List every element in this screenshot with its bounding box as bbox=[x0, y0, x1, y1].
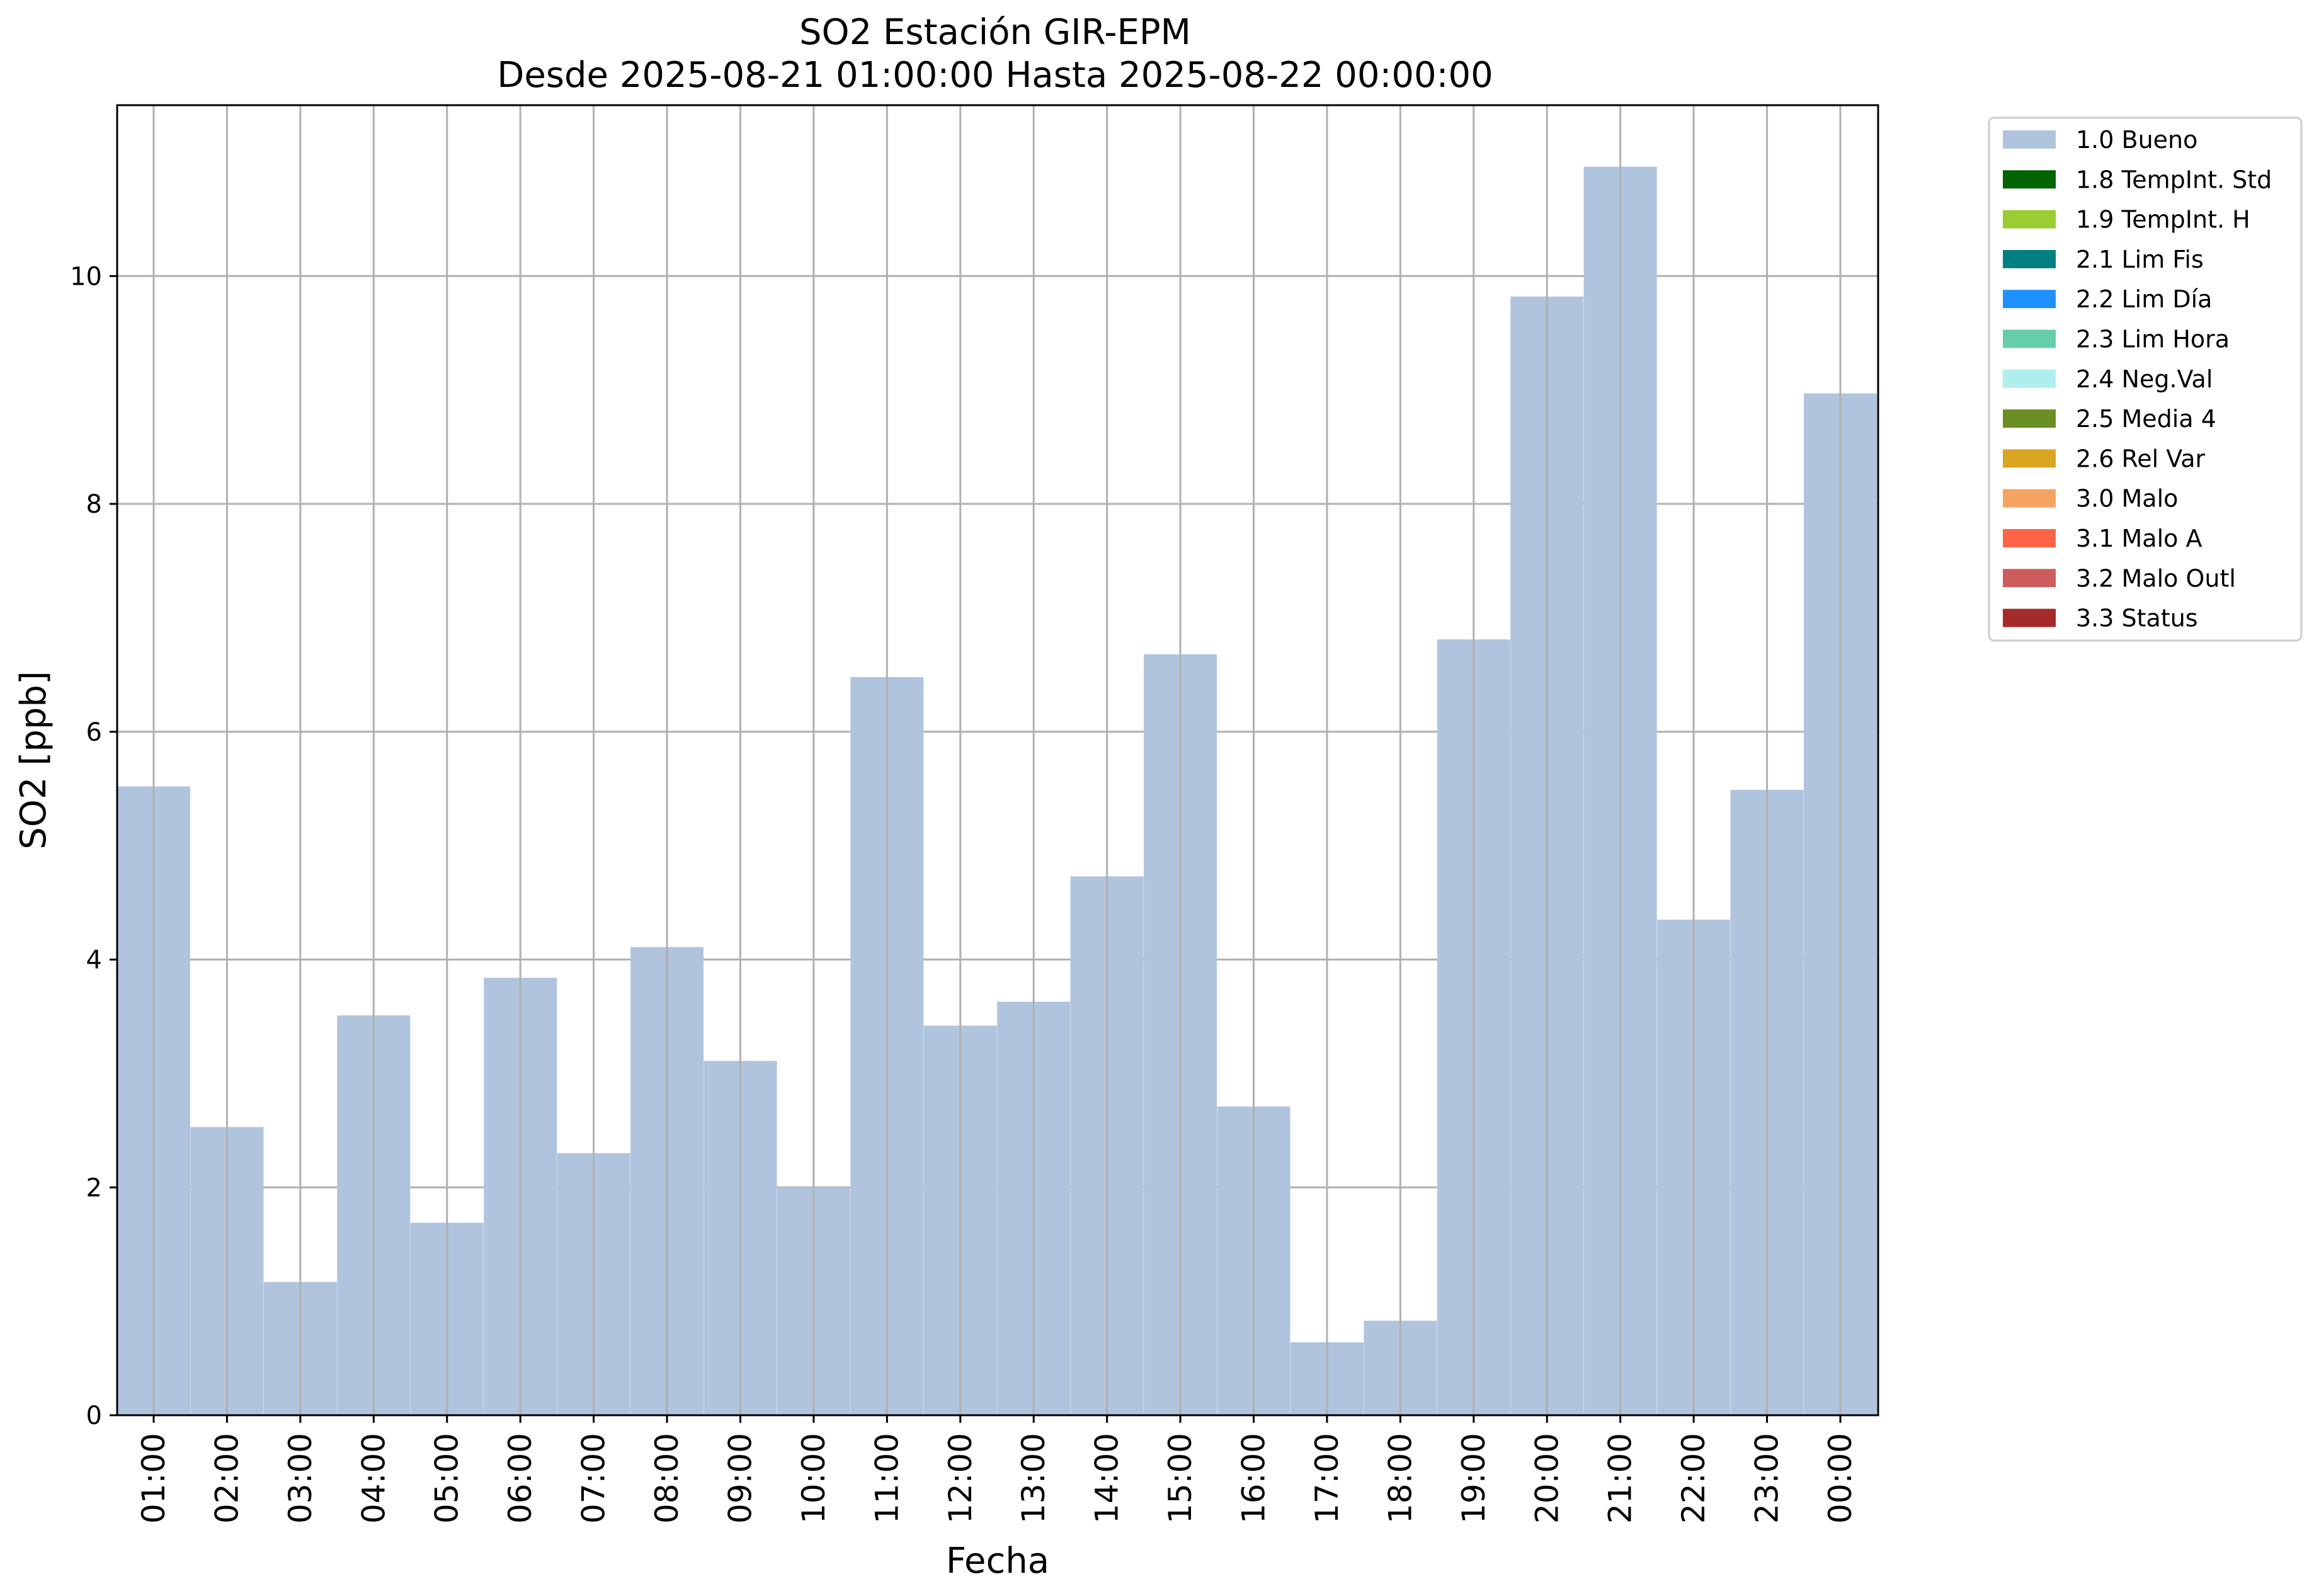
legend-entry-label: 2.1 Lim Fis bbox=[2076, 246, 2204, 273]
legend-swatch bbox=[2003, 608, 2056, 627]
x-tick-label: 08:00 bbox=[649, 1433, 685, 1524]
legend-swatch bbox=[2003, 529, 2056, 547]
x-tick-label: 01:00 bbox=[135, 1433, 172, 1524]
legend-entry-label: 2.3 Lim Hora bbox=[2076, 326, 2230, 353]
x-tick-label: 06:00 bbox=[502, 1433, 538, 1524]
x-tick-label: 03:00 bbox=[282, 1433, 319, 1524]
legend-frame bbox=[1988, 117, 2303, 642]
legend-swatch bbox=[2003, 170, 2056, 189]
legend: 1.0 Bueno 1.8 TempInt. Std 1.9 TempInt. H 2… bbox=[1988, 117, 2303, 642]
x-tick-label: 20:00 bbox=[1529, 1433, 1565, 1524]
x-tick-label: 13:00 bbox=[1015, 1433, 1052, 1524]
legend-swatch bbox=[2003, 329, 2056, 348]
x-tick-label: 17:00 bbox=[1309, 1433, 1345, 1524]
x-tick-label: 21:00 bbox=[1602, 1433, 1639, 1524]
legend-entry-label: 1.8 TempInt. Std bbox=[2076, 166, 2272, 193]
legend-swatch bbox=[2003, 489, 2056, 508]
x-tick-label: 07:00 bbox=[576, 1433, 612, 1524]
y-tick-label: 8 bbox=[86, 490, 102, 519]
y-tick-label: 0 bbox=[86, 1401, 102, 1430]
x-axis-label: Fecha bbox=[946, 1541, 1049, 1582]
chart-subtitle: Desde 2025-08-21 01:00:00 Hasta 2025-08-… bbox=[497, 55, 1493, 96]
y-tick-label: 2 bbox=[86, 1173, 102, 1202]
legend-entry-label: 1.0 Bueno bbox=[2076, 126, 2197, 154]
x-tick-label: 11:00 bbox=[869, 1433, 905, 1524]
legend-entry-label: 3.0 Malo bbox=[2076, 485, 2178, 513]
x-tick-label: 04:00 bbox=[355, 1433, 392, 1524]
y-axis-ticks: 0 2 4 6 8 10 bbox=[70, 262, 117, 1430]
x-tick-label: 14:00 bbox=[1089, 1433, 1125, 1524]
x-tick-label: 19:00 bbox=[1456, 1433, 1492, 1524]
y-tick-label: 6 bbox=[86, 718, 102, 747]
x-tick-label: 15:00 bbox=[1162, 1433, 1199, 1524]
legend-swatch bbox=[2003, 210, 2056, 229]
x-tick-label: 10:00 bbox=[795, 1433, 832, 1524]
x-tick-label: 02:00 bbox=[208, 1433, 245, 1524]
x-axis-ticks: 01:00 02:00 03:00 04:00 05:00 06:00 07:00 08:00… bbox=[135, 1415, 1859, 1524]
legend-swatch bbox=[2003, 569, 2056, 588]
legend-entry-label: 3.2 Malo Outl bbox=[2076, 564, 2236, 592]
legend-entry-label: 3.1 Malo A bbox=[2076, 525, 2202, 552]
legend-swatch bbox=[2003, 449, 2056, 468]
x-tick-label: 22:00 bbox=[1675, 1433, 1712, 1524]
y-tick-label: 10 bbox=[70, 262, 102, 291]
x-tick-label: 23:00 bbox=[1749, 1433, 1786, 1524]
x-tick-label: 00:00 bbox=[1822, 1433, 1859, 1524]
legend-entry-label: 2.6 Rel Var bbox=[2076, 445, 2206, 472]
x-tick-label: 09:00 bbox=[722, 1433, 758, 1524]
x-tick-label: 05:00 bbox=[429, 1433, 465, 1524]
y-axis-label: SO2 [ppb] bbox=[13, 671, 54, 849]
vertical-grid-lines bbox=[152, 105, 1842, 1415]
x-tick-label: 12:00 bbox=[942, 1433, 979, 1524]
x-tick-label: 18:00 bbox=[1382, 1433, 1418, 1524]
legend-swatch bbox=[2003, 290, 2056, 309]
legend-swatch bbox=[2003, 369, 2056, 388]
chart-title: SO2 Estación GIR-EPM bbox=[799, 12, 1191, 53]
legend-entry-label: 1.9 TempInt. H bbox=[2076, 206, 2250, 234]
legend-swatch bbox=[2003, 130, 2056, 149]
x-tick-label: 16:00 bbox=[1236, 1433, 1272, 1524]
legend-entry-label: 2.2 Lim Día bbox=[2076, 285, 2212, 313]
legend-entry-label: 2.5 Media 4 bbox=[2076, 405, 2216, 433]
legend-entry-label: 3.3 Status bbox=[2076, 605, 2198, 632]
legend-swatch bbox=[2003, 409, 2056, 428]
y-tick-label: 4 bbox=[86, 946, 102, 975]
bars bbox=[117, 166, 1877, 1416]
plot-frame bbox=[116, 104, 1879, 1416]
legend-swatch bbox=[2003, 249, 2056, 268]
legend-entry-label: 2.4 Neg.Val bbox=[2076, 365, 2213, 393]
